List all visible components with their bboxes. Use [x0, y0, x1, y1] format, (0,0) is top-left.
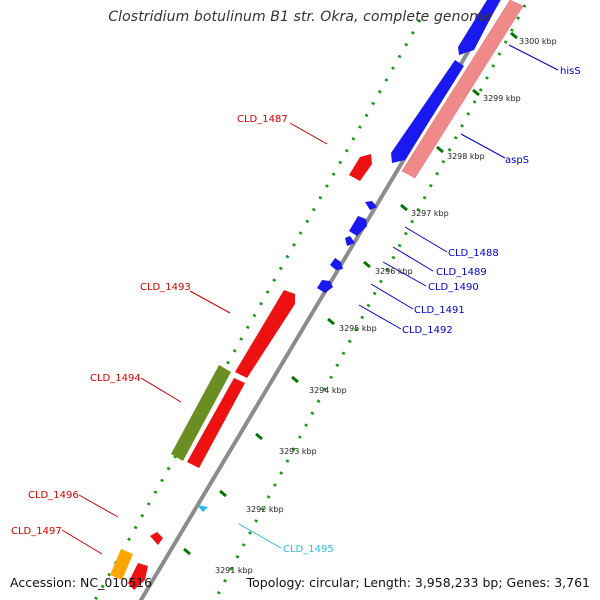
feature-pink-long	[401, 0, 524, 179]
tick-3299	[472, 88, 480, 97]
genome-backbone	[138, 0, 502, 600]
callout-CLD_1494	[140, 377, 182, 403]
callouts	[61, 44, 559, 555]
scale-label-3297: 3297 kbp	[411, 209, 449, 218]
gene-label-CLD_1489: CLD_1489	[436, 267, 487, 278]
scale-label-3291: 3291 kbp	[215, 566, 253, 575]
scale-label-3293: 3293 kbp	[279, 447, 317, 456]
feature-red-bottom	[128, 563, 148, 590]
callout-CLD_1491	[370, 283, 414, 310]
callout-CLD_1495	[238, 523, 282, 549]
feature-red-lower	[187, 378, 245, 468]
callout-CLD_1488	[404, 226, 448, 253]
gene-label-CLD_1495: CLD_1495	[283, 544, 334, 555]
gene-label-CLD_1497: CLD_1497	[11, 526, 62, 537]
feature-CLD_1495	[197, 505, 208, 512]
feature-CLD_1487	[349, 154, 372, 181]
callout-CLD_1497	[61, 529, 103, 555]
callout-CLD_1493	[189, 290, 231, 314]
callout-CLD_1492	[358, 304, 402, 330]
feature-CLD_1491	[330, 258, 343, 270]
tick-3298	[436, 145, 444, 154]
gene-label-CLD_1494: CLD_1494	[90, 373, 141, 384]
tick-3297	[400, 203, 408, 212]
gene-label-aspS: aspS	[505, 155, 529, 166]
gene-labels: hisS aspS CLD_1487 CLD_1488 CLD_1489 CLD…	[11, 66, 581, 555]
tick-3294	[291, 375, 299, 384]
feature-aspS	[391, 60, 464, 163]
gene-label-CLD_1492: CLD_1492	[402, 325, 453, 336]
feature-CLD_1497	[110, 549, 133, 580]
gene-label-CLD_1496: CLD_1496	[28, 490, 79, 501]
scale-label-3296: 3296 kbp	[375, 267, 413, 276]
gene-label-CLD_1490: CLD_1490	[428, 282, 479, 293]
callout-CLD_1490	[382, 261, 427, 287]
feature-hisS	[458, 0, 500, 55]
scale-label-3300: 3300 kbp	[519, 37, 557, 46]
scale-label-3298: 3298 kbp	[447, 152, 485, 161]
feature-CLD_1496	[150, 532, 163, 545]
scale-label-3299: 3299 kbp	[483, 94, 521, 103]
genome-summary: Topology: circular; Length: 3,958,233 bp…	[246, 575, 590, 590]
callout-CLD_1489	[392, 246, 434, 272]
feature-CLD_1488	[365, 201, 377, 210]
callout-CLD_1496	[78, 494, 119, 518]
callout-hisS	[508, 44, 559, 71]
inner-tick-track	[93, 19, 422, 600]
features	[110, 0, 524, 590]
gene-label-CLD_1491: CLD_1491	[414, 305, 465, 316]
scale-label-3295: 3295 kbp	[339, 324, 377, 333]
scale-labels: 3300 kbp 3299 kbp 3298 kbp 3297 kbp 3296…	[215, 37, 557, 575]
callout-aspS	[460, 133, 506, 159]
tick-3296	[363, 260, 371, 269]
gene-label-hisS: hisS	[560, 66, 581, 77]
feature-CLD_1492	[317, 280, 333, 293]
gene-label-CLD_1487: CLD_1487	[237, 114, 288, 125]
accession-label: Accession: NC_010516	[10, 575, 153, 590]
map-title: Clostridium botulinum B1 str. Okra, comp…	[108, 9, 492, 25]
feature-CLD_1493	[235, 290, 295, 378]
tick-3300	[510, 31, 518, 40]
feature-CLD_1489	[349, 216, 367, 236]
feature-CLD_1494	[171, 365, 231, 461]
gene-label-CLD_1488: CLD_1488	[448, 248, 499, 259]
scale-label-3292: 3292 kbp	[246, 505, 284, 514]
tick-3295	[327, 317, 335, 326]
tick-3292	[219, 489, 227, 498]
tick-3293	[255, 432, 263, 441]
feature-CLD_1490	[345, 236, 355, 246]
tick-3291	[183, 547, 191, 556]
callout-CLD_1487	[289, 122, 328, 145]
major-ticks	[183, 31, 518, 556]
scale-label-3294: 3294 kbp	[309, 386, 347, 395]
gene-label-CLD_1493: CLD_1493	[140, 282, 191, 293]
